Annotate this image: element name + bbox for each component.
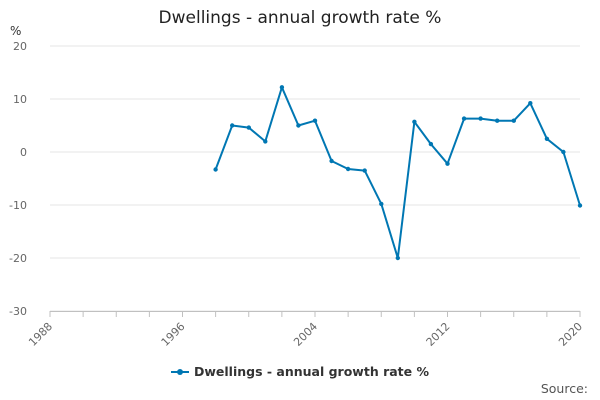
legend[interactable]: Dwellings - annual growth rate % <box>0 364 600 379</box>
data-point <box>230 123 235 128</box>
data-point <box>428 141 434 147</box>
x-tick-label: 2012 <box>424 320 453 349</box>
data-point <box>544 136 550 141</box>
data-point <box>312 118 318 123</box>
data-point <box>478 116 483 121</box>
data-point <box>511 118 516 123</box>
data-point <box>561 149 566 155</box>
legend-label: Dwellings - annual growth rate % <box>193 364 430 379</box>
y-axis-label: % <box>10 24 21 38</box>
y-tick-label: 20 <box>13 40 27 53</box>
legend-swatch <box>170 368 189 375</box>
series-line <box>214 86 581 259</box>
y-tick-label: -30 <box>9 305 27 318</box>
x-tick-label: 1996 <box>159 320 188 349</box>
y-tick-label: -20 <box>9 252 27 265</box>
data-point <box>577 203 583 208</box>
gridlines <box>50 45 580 312</box>
x-tick-label: 2020 <box>556 320 585 349</box>
y-tick-label: 10 <box>13 93 27 106</box>
x-tick-label: 2004 <box>291 320 320 349</box>
data-point <box>412 119 417 125</box>
source-label[interactable]: Source: <box>540 381 588 396</box>
data-point <box>263 139 268 144</box>
data-point <box>445 161 450 166</box>
data-point <box>246 125 251 130</box>
chart-title: Dwellings - annual growth rate % <box>158 8 442 28</box>
data-point <box>495 118 500 123</box>
data-point <box>461 116 467 121</box>
data-point <box>362 168 367 173</box>
data-point <box>329 158 334 164</box>
y-tick-label: 0 <box>20 146 27 159</box>
x-tick-label: 1988 <box>26 320 55 349</box>
y-tick-label: -10 <box>9 199 27 212</box>
y-axis: 20 10 0 -10 -20 -30% <box>9 24 27 318</box>
data-point <box>213 167 218 172</box>
x-axis: 1988 1996 2004 2012 2020 <box>26 311 585 349</box>
data-point <box>296 123 301 128</box>
data-point <box>345 166 351 172</box>
data-point <box>528 101 533 106</box>
series-layer <box>213 85 583 261</box>
data-point <box>395 255 400 261</box>
data-point <box>379 201 384 207</box>
data-point <box>279 85 285 90</box>
